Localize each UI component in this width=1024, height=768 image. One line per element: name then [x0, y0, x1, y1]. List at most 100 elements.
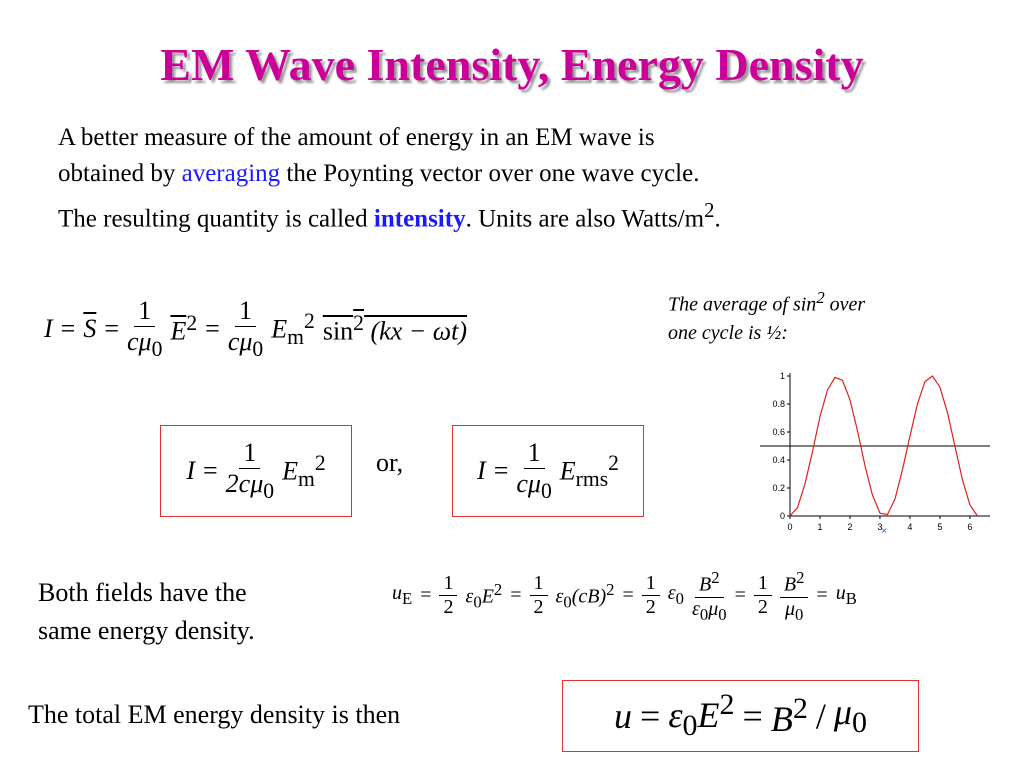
text: 1: [239, 438, 261, 469]
text: EM Wave Intensity, Energy Density: [160, 39, 864, 90]
text: S: [83, 314, 97, 343]
text: 2: [353, 311, 364, 336]
text: 0: [699, 604, 709, 624]
text: B: [845, 589, 857, 609]
text: 0: [718, 604, 727, 624]
both-text: Both fields have the same energy density.: [38, 574, 255, 650]
x-tick-label: 1: [817, 522, 822, 532]
text: A better measure of the amount of energy…: [58, 124, 655, 151]
y-tick-label: 0.8: [772, 399, 785, 409]
text: the Poynting vector over one wave cycle.: [280, 160, 700, 187]
x-tick-label: 3: [877, 522, 882, 532]
boxed-equation: I = 1 2cμ0 Em2: [160, 425, 352, 517]
text: I: [44, 314, 53, 343]
text: m: [297, 466, 315, 491]
text: =: [420, 584, 432, 607]
y-tick-label: 1: [780, 371, 785, 381]
text: cμ: [227, 326, 253, 356]
text: rms: [575, 466, 609, 491]
y-tick-label: 0: [780, 511, 785, 521]
text: =: [640, 696, 661, 736]
text: =: [734, 584, 746, 607]
text: . Units are also Watts/m: [465, 205, 705, 233]
text: =: [510, 584, 522, 607]
text: 2: [645, 596, 656, 619]
text: 2: [704, 198, 715, 222]
text: 1: [529, 572, 548, 597]
text: =: [622, 584, 634, 607]
text: 1: [439, 572, 458, 597]
text: 1: [134, 296, 156, 327]
text: one cycle is ½:: [668, 321, 788, 344]
text: intensity: [373, 205, 466, 233]
text: 2: [314, 450, 326, 475]
text: ε: [555, 585, 564, 608]
text: .: [714, 205, 721, 233]
text: 2: [606, 579, 615, 599]
text: /: [815, 696, 826, 736]
text: ε: [667, 582, 676, 605]
text: (cB): [571, 585, 607, 608]
text: =: [203, 456, 218, 485]
text: 2: [711, 568, 720, 587]
text: E: [402, 589, 413, 609]
text: I: [477, 456, 486, 485]
text: E: [697, 695, 720, 736]
text: ε: [465, 585, 474, 608]
text: =: [104, 314, 120, 343]
x-tick-label: 0: [787, 522, 792, 532]
text: 0: [540, 479, 552, 504]
text: E: [282, 456, 298, 486]
text: E: [481, 585, 494, 608]
text: =: [742, 696, 763, 736]
text: m: [287, 324, 304, 349]
text: cμ: [127, 326, 152, 356]
text: E: [559, 456, 576, 486]
text: 1: [641, 572, 660, 597]
text: The total EM energy density is then: [28, 700, 401, 729]
text: 2cμ: [225, 468, 264, 498]
boxed-equation: u = ε0E2 = B2/μ0: [562, 680, 919, 752]
text: 2: [608, 450, 619, 475]
text: 1: [523, 438, 545, 469]
boxed-equation: I = 1 cμ0 Erms2: [452, 425, 644, 517]
text: =: [816, 584, 828, 607]
text: 0: [675, 589, 684, 609]
text: ε: [691, 597, 700, 620]
text: 1: [753, 572, 772, 597]
text: 2: [796, 568, 805, 587]
text: over: [824, 293, 866, 316]
y-tick-label: 0.2: [772, 483, 785, 493]
text: u: [614, 696, 633, 736]
text: μ: [784, 597, 795, 620]
text: 0: [252, 337, 264, 362]
text: 2: [304, 308, 315, 333]
text: (kx − ωt): [370, 316, 468, 346]
text: 0: [151, 337, 163, 362]
x-tick-label: 6: [967, 522, 972, 532]
text: E: [170, 316, 187, 346]
text: 2: [443, 596, 454, 619]
text: or,: [376, 448, 404, 477]
intro: A better measure of the amount of energy…: [58, 120, 721, 237]
text: 0: [473, 592, 482, 612]
text: 0: [794, 604, 804, 624]
text: 2: [186, 311, 198, 336]
text: cμ: [516, 468, 541, 498]
text: 2: [493, 579, 503, 599]
note: The average of sin2 over one cycle is ½:: [668, 284, 865, 347]
text: 2: [792, 692, 808, 725]
text: 0: [263, 479, 275, 504]
text: obtained by: [58, 160, 182, 187]
text: μ: [708, 597, 719, 620]
marker: ×: [881, 526, 887, 533]
sine-plot: 0 0.2 0.4 0.6 0.8 1 0 1 2 3 4 5 6 ×: [760, 371, 990, 533]
text: averaging: [181, 160, 281, 187]
text: 2: [816, 288, 825, 307]
text: Both fields have the: [38, 578, 247, 607]
text: 1: [235, 296, 257, 327]
text: 0: [563, 592, 572, 612]
text: ε: [668, 695, 683, 736]
